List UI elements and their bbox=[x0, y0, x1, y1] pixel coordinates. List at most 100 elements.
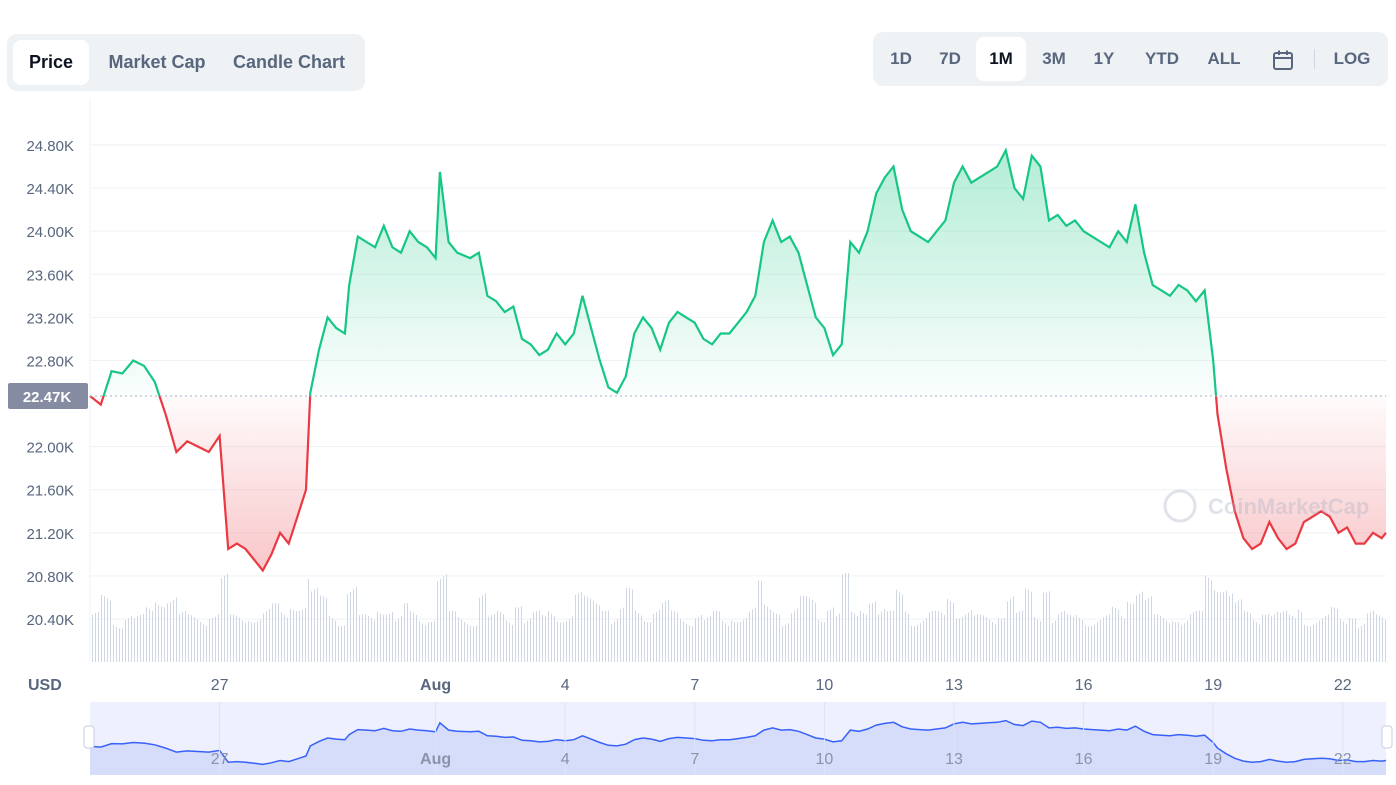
volume-bar bbox=[155, 602, 156, 662]
volume-bar bbox=[443, 576, 444, 662]
volume-bar bbox=[230, 614, 231, 662]
volume-bar bbox=[452, 610, 453, 662]
volume-bar bbox=[533, 612, 534, 662]
range-7d[interactable]: 7D bbox=[939, 49, 961, 68]
volume-bar bbox=[527, 620, 528, 662]
volume-bar bbox=[860, 610, 861, 662]
volume-bar bbox=[1109, 614, 1110, 662]
range-1m[interactable]: 1M bbox=[976, 37, 1026, 81]
volume-bar bbox=[350, 591, 351, 662]
volume-bar bbox=[923, 620, 924, 662]
volume-bar bbox=[608, 610, 609, 662]
volume-bar bbox=[380, 613, 381, 662]
volume-bar bbox=[1259, 624, 1260, 662]
volume-bar bbox=[800, 595, 801, 662]
volume-bar bbox=[410, 611, 411, 662]
tab-market-cap[interactable]: Market Cap bbox=[108, 52, 206, 72]
volume-bar bbox=[698, 617, 699, 662]
volume-bar bbox=[224, 575, 225, 662]
volume-bar bbox=[896, 589, 897, 662]
volume-bar bbox=[122, 628, 123, 662]
volume-bar bbox=[389, 613, 390, 662]
baseline-label: 22.47K bbox=[23, 389, 72, 406]
volume-bar bbox=[242, 620, 243, 662]
volume-bar bbox=[719, 611, 720, 662]
volume-bar bbox=[506, 620, 507, 662]
volume-bar bbox=[809, 597, 810, 662]
volume-bar bbox=[1142, 591, 1143, 662]
tab-price[interactable]: Price bbox=[13, 40, 89, 85]
volume-bar bbox=[803, 595, 804, 662]
volume-bar bbox=[152, 611, 153, 662]
volume-bar bbox=[116, 627, 117, 662]
volume-bar bbox=[398, 618, 399, 662]
volume-bar bbox=[644, 621, 645, 662]
volume-bar bbox=[1229, 596, 1230, 662]
volume-bar bbox=[542, 614, 543, 662]
volume-bar bbox=[1058, 614, 1059, 662]
volume-bar bbox=[1235, 602, 1236, 662]
volume-bar bbox=[854, 613, 855, 662]
volume-bar bbox=[620, 609, 621, 662]
volume-bar bbox=[761, 580, 762, 662]
volume-bar bbox=[983, 615, 984, 662]
navigator-left-handle[interactable] bbox=[83, 725, 95, 749]
volume-bar bbox=[1076, 615, 1077, 662]
volume-bar bbox=[356, 586, 357, 662]
volume-bar bbox=[209, 618, 210, 662]
volume-bar bbox=[1121, 616, 1122, 662]
volume-bar bbox=[869, 603, 870, 662]
volume-bar bbox=[512, 624, 513, 662]
price-area bbox=[89, 147, 1387, 573]
volume-bar bbox=[875, 601, 876, 662]
y-axis-labels: 24.80K 24.40K 24.00K 23.60K 23.20K 22.80K 22.0… bbox=[8, 138, 88, 629]
navigator: 27 Aug 4 7 10 13 16 19 22 bbox=[83, 702, 1393, 775]
volume-bar bbox=[1205, 575, 1206, 662]
volume-bar bbox=[1202, 611, 1203, 662]
volume-bar bbox=[677, 612, 678, 662]
range-ytd[interactable]: YTD bbox=[1145, 49, 1179, 68]
volume-bar bbox=[1133, 603, 1134, 662]
volume-bar bbox=[617, 619, 618, 662]
volume-bar bbox=[1070, 614, 1071, 662]
volume-bar bbox=[560, 622, 561, 662]
range-3m[interactable]: 3M bbox=[1042, 49, 1066, 68]
calendar-icon[interactable] bbox=[1271, 48, 1295, 72]
volume-bar bbox=[575, 595, 576, 662]
volume-bar bbox=[1151, 596, 1152, 662]
volume-bar bbox=[167, 603, 168, 662]
volume-bar bbox=[980, 614, 981, 662]
volume-bar bbox=[707, 617, 708, 662]
range-all[interactable]: ALL bbox=[1207, 49, 1241, 68]
range-1y[interactable]: 1Y bbox=[1093, 49, 1115, 68]
volume-bar bbox=[407, 603, 408, 662]
volume-bar bbox=[1214, 590, 1215, 662]
volume-bar bbox=[1091, 625, 1092, 662]
volume-bar bbox=[629, 588, 630, 662]
volume-bar bbox=[1349, 618, 1350, 662]
volume-bar bbox=[938, 611, 939, 662]
volume-bar bbox=[1052, 623, 1053, 662]
volume-bar bbox=[284, 614, 285, 662]
log-toggle[interactable]: LOG bbox=[1333, 49, 1371, 68]
volume-bar bbox=[1199, 610, 1200, 662]
volume-bar bbox=[287, 617, 288, 662]
volume-bar bbox=[566, 620, 567, 662]
tab-candle-chart[interactable]: Candle Chart bbox=[232, 52, 346, 72]
volume-bar bbox=[368, 615, 369, 662]
volume-bar bbox=[200, 622, 201, 662]
volume-bar bbox=[767, 606, 768, 662]
watermark: CoinMarketCap bbox=[1163, 489, 1369, 523]
volume-bar bbox=[830, 609, 831, 662]
price-line-up bbox=[89, 147, 1218, 397]
volume-bar bbox=[293, 610, 294, 662]
volume-bar bbox=[770, 609, 771, 662]
volume-bar bbox=[386, 614, 387, 662]
volume-bar bbox=[149, 608, 150, 662]
volume-bar bbox=[1253, 619, 1254, 662]
navigator-line bbox=[89, 719, 1387, 766]
range-1d[interactable]: 1D bbox=[890, 49, 912, 68]
y-tick-label: 24.40K bbox=[26, 181, 74, 198]
navigator-right-handle[interactable] bbox=[1381, 725, 1393, 749]
